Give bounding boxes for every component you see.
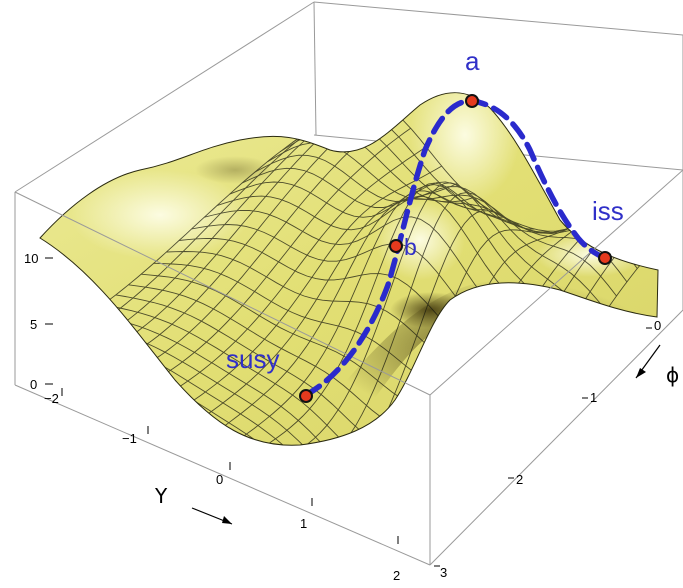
surface	[39, 92, 659, 446]
phi-tick-0: 0	[654, 318, 661, 333]
mesh-line	[270, 182, 519, 446]
phi-tick-3: 3	[440, 565, 447, 580]
y-axis: −2 −1 0 1 2 Y	[44, 388, 400, 583]
vertical-axis: 0 5 10	[24, 251, 53, 392]
phi-axis: 0 1 2 3 ϕ	[434, 318, 679, 580]
phi-tick-1: 1	[590, 390, 597, 405]
point-a-label: a	[465, 46, 480, 76]
point-b: b	[389, 234, 417, 260]
mesh-line	[252, 182, 504, 446]
point-susy: susy	[226, 344, 313, 403]
point-a: a	[465, 46, 480, 108]
y-tick-minus-1: −1	[122, 431, 137, 446]
y-tick-minus-2: −2	[44, 391, 59, 406]
vertical-tick-10: 10	[24, 251, 38, 266]
y-tick-0: 0	[216, 472, 223, 487]
phi-axis-label: ϕ	[666, 363, 679, 387]
plot-box-front	[14, 169, 683, 566]
mesh-line	[254, 154, 607, 311]
vertical-tick-5: 5	[30, 317, 37, 332]
mesh-line	[242, 167, 597, 327]
point-b-label: b	[404, 234, 417, 260]
point-iss: iss	[592, 196, 624, 265]
y-tick-1: 1	[300, 516, 307, 531]
y-tick-2: 2	[393, 568, 400, 583]
vertical-tick-0: 0	[30, 377, 37, 392]
point-susy-label: susy	[226, 344, 279, 374]
phi-tick-2: 2	[516, 472, 523, 487]
y-axis-label: Y	[154, 484, 168, 508]
point-iss-label: iss	[592, 196, 624, 226]
dashed-transition-path	[303, 98, 608, 398]
